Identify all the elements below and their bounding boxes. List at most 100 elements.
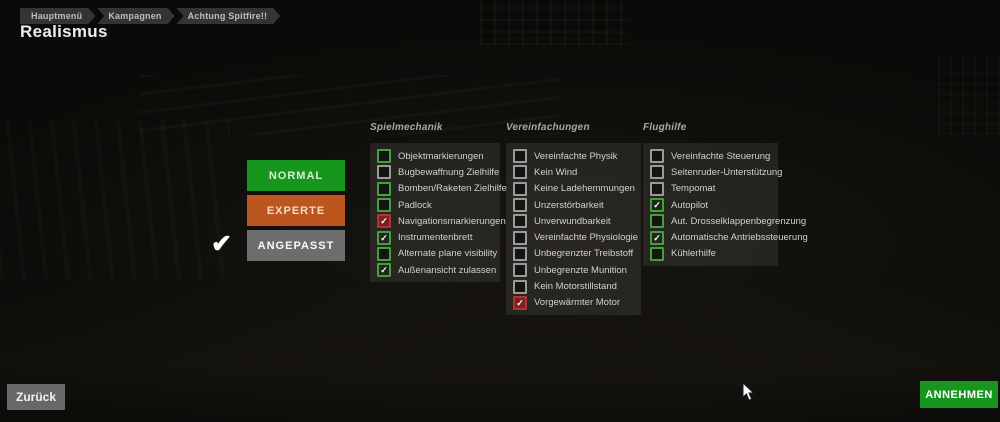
checkbox[interactable] [377,181,391,196]
checkbox-label: Vereinfachte Physik [534,150,618,162]
checkbox[interactable] [650,181,664,196]
checkbox[interactable] [513,246,527,261]
breadcrumb-item[interactable]: Kampagnen [97,8,174,24]
settings-column: Spielmechanik Objektmarkierungen Bugbewaff… [370,122,507,315]
checkbox-label: Objektmarkierungen [398,150,484,162]
checkbox-row: Seitenruder-Unterstützung [650,164,782,180]
checkbox-row: Vereinfachte Physik [513,148,637,164]
mouse-cursor-icon [742,381,756,407]
page-title: Realismus [20,22,108,41]
checkbox-label: Unverwundbarkeit [534,215,611,227]
checkbox[interactable] [377,246,391,261]
preset-row: NORMAL [247,160,345,191]
checkbox-label: Kein Wind [534,166,578,178]
preset-button-normal[interactable]: NORMAL [247,160,345,191]
checkbox-label: Automatische Antriebssteuerung [671,232,808,244]
breadcrumb-item[interactable]: Hauptmenü [20,8,95,24]
checkbox-row: Bugbewaffnung Zielhilfe [377,164,499,180]
checkbox[interactable] [513,263,527,278]
checkbox-row: Vereinfachte Steuerung [650,148,774,164]
checkbox[interactable] [513,279,527,294]
checkbox-label: Padlock [398,199,432,211]
checkbox-row: ✓ Automatische Antriebssteuerung [650,229,808,245]
breadcrumb-item[interactable]: Achtung Spitfire!! [177,8,281,24]
checkbox-row: Keine Ladehemmungen [513,181,637,197]
checkbox-row: Unbegrenzter Treibstoff [513,246,637,262]
background-hangar-wall [0,120,230,280]
checkbox[interactable]: ✓ [650,198,664,213]
checkbox-row: Tempomat [650,181,774,197]
background-hangar-window [480,0,630,45]
checkbox-row: ✓ Autopilot [650,197,774,213]
checkbox-label: Alternate plane visibility [398,248,498,260]
checkbox-label: Unzerstörbarkeit [534,199,604,211]
settings-column-header: Flughilfe [643,122,687,133]
checkbox-label: Autopilot [671,199,708,211]
checkbox[interactable] [650,246,664,261]
checkbox-row: Kühlerhilfe [650,246,774,262]
preset-button-angepasst[interactable]: ANGEPASST [247,230,345,261]
checkbox-label: Außenansicht zulassen [398,264,497,276]
background-hangar-beams [140,75,560,135]
settings-column-header: Vereinfachungen [506,122,590,133]
checkbox-label: Seitenruder-Unterstützung [671,166,783,178]
checkbox[interactable] [650,165,664,180]
checkbox-label: Aut. Drosselklappenbegrenzung [671,215,807,227]
checkbox[interactable]: ✓ [377,214,391,229]
checkbox[interactable] [650,149,664,164]
checkbox-label: Vereinfachte Physiologie [534,232,639,244]
checkbox[interactable] [513,214,527,229]
realism-settings-columns: Spielmechanik Objektmarkierungen Bugbewaff… [370,122,808,315]
checkbox-panel: Vereinfachte Physik Kein Wind Keine Ladehe… [506,143,641,315]
settings-column: Vereinfachungen Vereinfachte Physik Kein W… [506,122,641,315]
checkbox-label: Unbegrenzter Treibstoff [534,248,634,260]
checkbox-label: Instrumentenbrett [398,232,473,244]
check-icon: ✓ [380,232,388,243]
checkbox-row: Bomben/Raketen Zielhilfe [377,181,507,197]
accept-button[interactable]: ANNEHMEN [920,381,998,408]
preset-button-label: NORMAL [268,169,324,182]
checkbox-row: ✓ Außenansicht zulassen [377,262,496,278]
checkbox-label: Vorgewärmter Motor [534,297,621,309]
preset-button-experte[interactable]: EXPERTE [247,195,345,226]
preset-button-label: ANGEPASST [257,239,335,252]
preset-button-label: EXPERTE [266,204,326,217]
checkbox[interactable]: ✓ [650,230,664,245]
checkbox-label: Tempomat [671,183,716,195]
check-icon: ✓ [380,265,388,276]
check-icon: ✓ [516,297,524,308]
checkbox-row: Kein Motorstillstand [513,278,637,294]
checkbox[interactable] [513,230,527,245]
checkbox[interactable] [377,165,391,180]
checkbox-row: Unbegrenzte Munition [513,262,637,278]
settings-column-header: Spielmechanik [370,122,443,133]
checkbox-row: Objektmarkierungen [377,148,496,164]
checkbox-label: Keine Ladehemmungen [534,183,635,195]
checkbox-label: Vereinfachte Steuerung [671,150,771,162]
checkbox[interactable] [513,198,527,213]
checkbox[interactable]: ✓ [513,295,527,310]
selected-check-icon: ✔ [211,230,232,258]
checkbox-row: ✓ Navigationsmarkierungen [377,213,506,229]
checkbox-row: ✓ Vorgewärmter Motor [513,295,637,311]
background-hangar-window [938,55,1000,135]
checkbox[interactable]: ✓ [377,263,391,278]
checkbox[interactable] [513,149,527,164]
checkbox-row: Unzerstörbarkeit [513,197,637,213]
checkbox[interactable] [650,214,664,229]
checkbox[interactable] [377,149,391,164]
check-icon: ✓ [653,200,661,211]
checkbox-label: Navigationsmarkierungen [398,215,506,227]
checkbox[interactable]: ✓ [377,230,391,245]
checkbox[interactable] [513,165,527,180]
checkbox-label: Unbegrenzte Munition [534,264,627,276]
checkbox[interactable] [377,198,391,213]
checkbox[interactable] [513,181,527,196]
checkbox-label: Kein Motorstillstand [534,281,617,293]
checkbox-row: ✓ Instrumentenbrett [377,229,496,245]
settings-column: Flughilfe Vereinfachte Steuerung Seitenrud… [643,122,808,315]
back-button[interactable]: Zurück [7,384,65,410]
checkbox-row: Vereinfachte Physiologie [513,229,639,245]
